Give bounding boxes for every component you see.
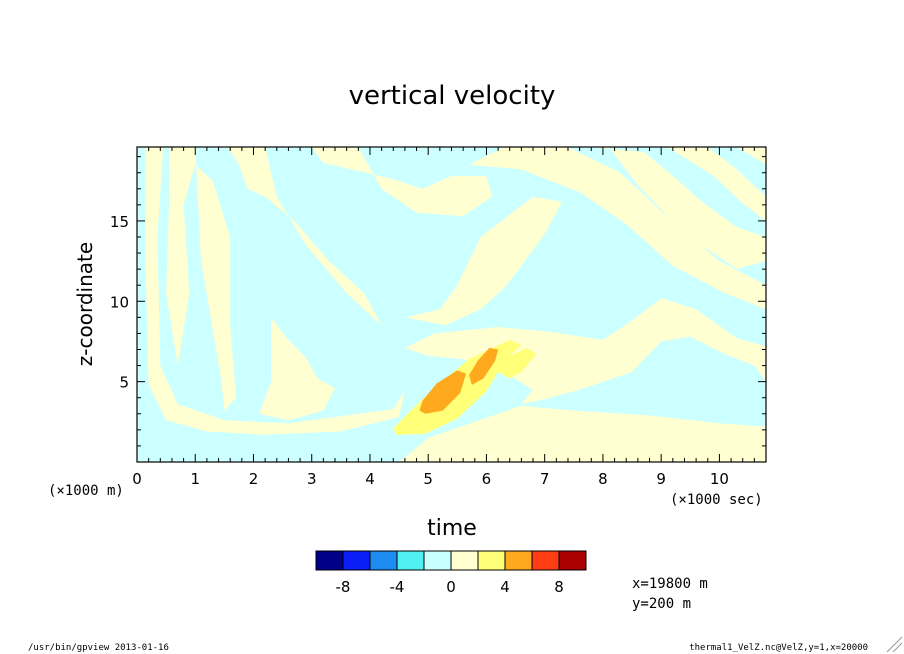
x-axis-label: time [427, 516, 477, 541]
y-axis-label: z-coordinate [73, 242, 97, 366]
footer-source: thermal1_VelZ.nc@VelZ,y=1,x=20000 [689, 643, 868, 653]
colorbar-swatch [450, 550, 479, 571]
axis-tick-labels: 0 1 2 3 4 5 6 7 8 9 10 5 10 15 [110, 213, 729, 488]
contour-region [667, 147, 766, 221]
contour-region [469, 347, 499, 385]
resize-grip-icon[interactable] [886, 636, 903, 653]
x-tick-label: 9 [656, 470, 666, 488]
contour-region [137, 405, 766, 462]
contour-region [227, 147, 382, 326]
contour-region [166, 147, 236, 411]
chart-title: vertical velocity [349, 81, 556, 111]
contour-region [419, 370, 467, 414]
colorbar-swatch [342, 550, 371, 571]
colorbar-labels: -8 -4 0 4 8 [336, 578, 564, 596]
x-tick-label: 10 [710, 470, 729, 488]
colorbar-label: -8 [336, 578, 351, 596]
footer-command: /usr/bin/gpview 2013-01-16 [28, 643, 169, 653]
x-axis-unit: (×1000 sec) [670, 492, 763, 508]
x-tick-label: 5 [423, 470, 433, 488]
colorbar [315, 550, 587, 571]
colorbar-label: -4 [390, 578, 405, 596]
x-tick-label: 6 [482, 470, 492, 488]
contour-region [259, 317, 335, 421]
x-tick-label: 0 [132, 470, 142, 488]
colorbar-swatch [315, 550, 344, 571]
y-axis-unit: (×1000 m) [48, 483, 124, 499]
contour-region [498, 347, 536, 379]
y-tick-label: 5 [119, 374, 129, 392]
contour-region [469, 147, 766, 310]
x-tick-label: 1 [190, 470, 200, 488]
colorbar-swatch [504, 550, 533, 571]
contour-region [404, 298, 766, 405]
x-tick-label: 2 [249, 470, 259, 488]
contour-region [311, 147, 493, 217]
y-tick-label: 10 [110, 293, 129, 311]
x-position-readout: x=19800 m [632, 576, 708, 592]
contour-region [404, 196, 563, 326]
x-tick-label: 4 [365, 470, 375, 488]
contour-regions [137, 147, 766, 462]
colorbar-label: 4 [500, 578, 510, 596]
colorbar-swatch [423, 550, 452, 571]
colorbar-swatch [369, 550, 398, 571]
y-position-readout: y=200 m [632, 596, 691, 612]
x-tick-label: 8 [598, 470, 608, 488]
colorbar-label: 0 [446, 578, 456, 596]
plot-area: 0 1 2 3 4 5 6 7 8 9 10 5 10 15 [110, 146, 767, 488]
colorbar-swatch [396, 550, 425, 571]
x-tick-label: 7 [540, 470, 550, 488]
axis-ticks [136, 147, 767, 462]
contour-region [736, 147, 766, 165]
contour-region [585, 147, 766, 270]
colorbar-label: 8 [554, 578, 564, 596]
x-tick-label: 3 [307, 470, 317, 488]
colorbar-swatch [477, 550, 506, 571]
contour-region [145, 147, 405, 435]
y-tick-label: 15 [110, 213, 129, 231]
colorbar-swatch [558, 550, 587, 571]
colorbar-swatch [531, 550, 560, 571]
